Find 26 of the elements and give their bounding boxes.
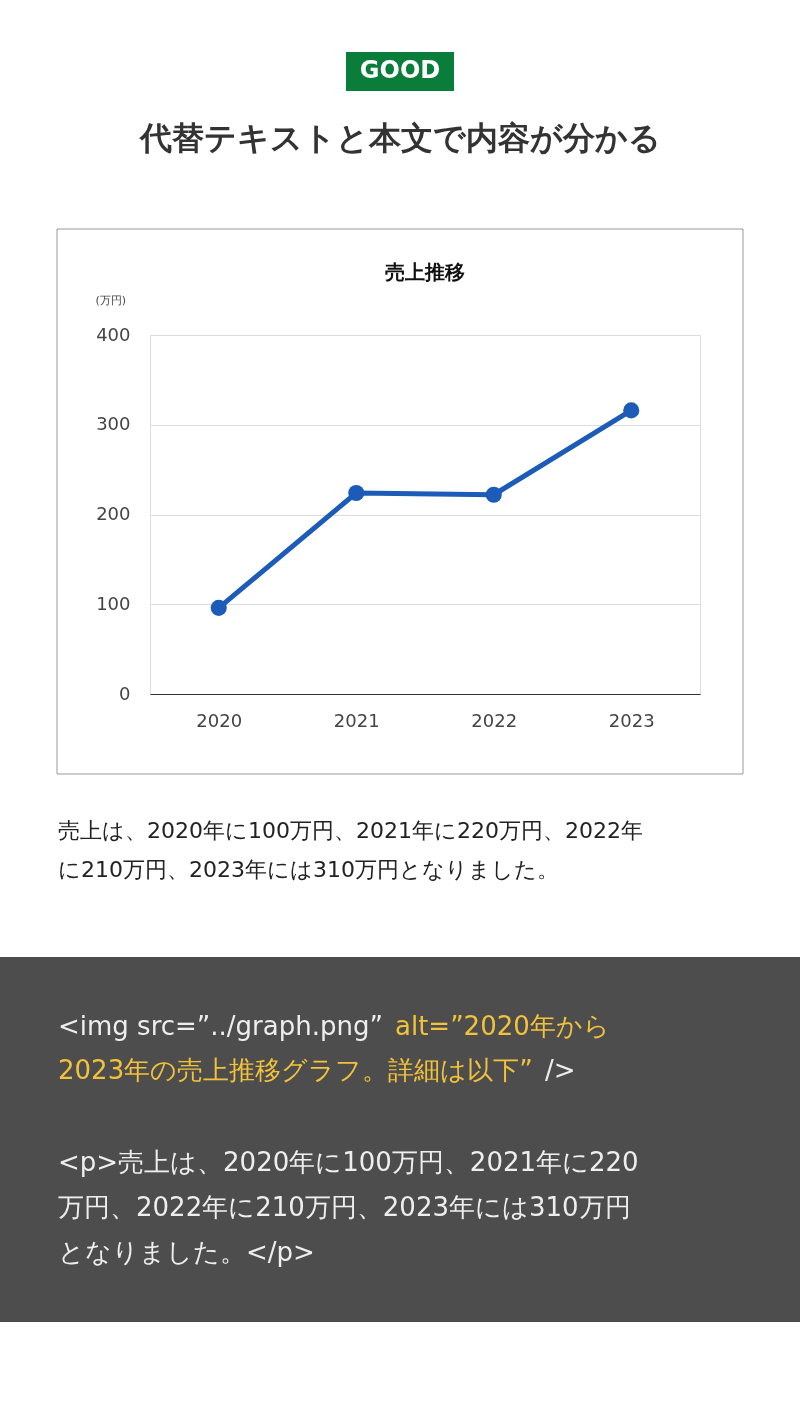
chart-title: 売上推移 <box>385 260 465 284</box>
text: 2023年の売上推移グラフ。詳細は以下” <box>58 1055 533 1085</box>
y-axis-title: (万円) <box>95 293 127 307</box>
text: となりました。</p> <box>58 1237 315 1267</box>
y-tick-label: 100 <box>96 592 131 614</box>
x-tick-label: 2020 <box>196 709 243 731</box>
x-tick-label: 2021 <box>333 709 380 731</box>
text: 代替テキストと本文で内容が分かる <box>137 119 661 157</box>
text: に210万円、2023年には310万円となりました。 <box>58 857 559 882</box>
x-tick-label: 2023 <box>608 709 655 731</box>
point <box>348 484 365 502</box>
text: alt=”2020年から <box>395 1011 610 1041</box>
point <box>210 599 227 616</box>
point <box>623 402 640 419</box>
text: 万円、2022年に210万円、2023年には310万円 <box>58 1192 631 1222</box>
y-tick-label: 300 <box>96 413 131 435</box>
text: <img src=”../graph.png” <box>58 1011 383 1041</box>
y-tick-label: 200 <box>96 503 131 524</box>
text: 売上は、2020年に100万円、2021年に220万円、2022年 <box>58 818 643 843</box>
text: GOOD <box>359 56 441 84</box>
y-tick-label: 400 <box>96 323 131 345</box>
y-tick-label: 0 <box>119 682 131 704</box>
text: /> <box>545 1055 576 1085</box>
x-tick-label: 2022 <box>471 709 518 731</box>
point <box>485 486 502 503</box>
text: <p>売上は、2020年に100万円、2021年に220 <box>58 1147 639 1177</box>
